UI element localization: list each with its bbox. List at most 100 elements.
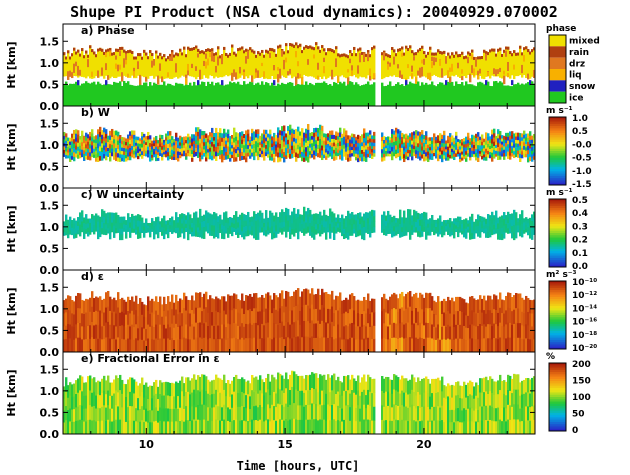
data-cell bbox=[443, 325, 446, 340]
data-cell bbox=[231, 323, 234, 339]
phase-cell bbox=[505, 85, 508, 106]
phase-cell bbox=[405, 45, 408, 49]
phase-cell bbox=[81, 48, 84, 77]
data-cell bbox=[289, 232, 292, 240]
data-cell bbox=[187, 133, 190, 138]
data-cell bbox=[521, 324, 524, 339]
data-cell bbox=[503, 313, 506, 327]
data-cell bbox=[417, 324, 420, 339]
data-cell bbox=[173, 141, 176, 146]
data-cell bbox=[469, 141, 472, 145]
phase-cell bbox=[287, 71, 290, 76]
phase-cell bbox=[483, 49, 486, 80]
data-cell bbox=[511, 338, 514, 353]
data-cell bbox=[129, 131, 132, 136]
data-cell bbox=[269, 138, 272, 144]
data-cell bbox=[315, 323, 318, 338]
data-cell bbox=[419, 337, 422, 353]
data-cell bbox=[163, 149, 166, 153]
data-cell bbox=[125, 396, 128, 410]
data-cell bbox=[143, 328, 146, 341]
data-cell bbox=[69, 221, 72, 226]
data-cell bbox=[207, 325, 210, 340]
phase-cell bbox=[301, 50, 304, 79]
data-cell bbox=[313, 323, 316, 339]
data-cell bbox=[143, 152, 146, 157]
data-cell bbox=[159, 296, 162, 311]
data-cell bbox=[449, 133, 452, 138]
data-cell bbox=[91, 336, 94, 353]
data-cell bbox=[311, 142, 314, 147]
data-cell bbox=[73, 138, 76, 144]
data-cell bbox=[499, 307, 502, 323]
data-cell bbox=[317, 140, 320, 145]
data-cell bbox=[77, 293, 80, 309]
data-cell bbox=[325, 137, 328, 142]
data-cell bbox=[191, 420, 194, 435]
data-cell bbox=[409, 216, 412, 225]
data-cell bbox=[145, 225, 148, 230]
data-cell bbox=[253, 224, 256, 232]
data-cell bbox=[391, 308, 394, 324]
data-cell bbox=[131, 391, 134, 407]
data-cell bbox=[369, 300, 372, 315]
data-cell bbox=[83, 142, 86, 147]
data-cell bbox=[117, 219, 120, 225]
data-cell bbox=[107, 153, 110, 157]
data-cell bbox=[277, 147, 280, 153]
data-cell bbox=[129, 155, 132, 161]
data-cell bbox=[481, 144, 484, 149]
data-cell bbox=[513, 209, 516, 218]
phase-cell bbox=[271, 82, 274, 106]
data-cell bbox=[211, 146, 214, 152]
phase-cell bbox=[125, 59, 128, 65]
data-cell bbox=[307, 156, 310, 163]
data-cell bbox=[341, 141, 344, 146]
data-cell bbox=[355, 326, 358, 340]
phase-cell bbox=[177, 83, 180, 106]
phase-cell bbox=[415, 77, 418, 84]
data-cell bbox=[303, 136, 306, 142]
data-cell bbox=[243, 155, 246, 160]
data-cell bbox=[63, 228, 66, 233]
data-cell bbox=[151, 338, 154, 353]
data-cell bbox=[367, 143, 370, 147]
data-cell bbox=[471, 296, 474, 311]
data-cell bbox=[281, 126, 284, 132]
phase-cell bbox=[217, 46, 220, 50]
data-cell bbox=[197, 148, 200, 154]
data-cell bbox=[211, 132, 214, 138]
data-cell bbox=[281, 144, 284, 150]
phase-cell bbox=[317, 46, 320, 77]
data-cell bbox=[179, 393, 182, 408]
phase-cell bbox=[79, 53, 82, 57]
data-cell bbox=[529, 299, 532, 314]
data-cell bbox=[109, 296, 112, 311]
colorbar-swatch bbox=[549, 344, 566, 348]
data-cell bbox=[207, 135, 210, 140]
data-cell bbox=[109, 310, 112, 325]
data-cell bbox=[201, 130, 204, 136]
data-cell bbox=[293, 129, 296, 134]
colorbar-swatch bbox=[549, 180, 566, 184]
data-cell bbox=[187, 140, 190, 144]
y-axis-label: Ht [km] bbox=[5, 287, 18, 334]
data-cell bbox=[421, 130, 424, 135]
data-cell bbox=[131, 149, 134, 154]
phase-cell bbox=[355, 82, 358, 106]
phase-cell bbox=[91, 71, 94, 77]
phase-cell bbox=[273, 65, 276, 71]
phase-cell bbox=[103, 51, 106, 79]
data-cell bbox=[323, 337, 326, 353]
data-cell bbox=[489, 154, 492, 159]
data-cell bbox=[427, 227, 430, 232]
data-cell bbox=[305, 211, 308, 218]
data-cell bbox=[255, 148, 258, 153]
data-cell bbox=[179, 298, 182, 313]
data-cell bbox=[517, 153, 520, 158]
data-cell bbox=[529, 222, 532, 229]
data-cell bbox=[87, 376, 90, 391]
data-cell bbox=[457, 324, 460, 339]
data-cell bbox=[511, 149, 514, 154]
data-cell bbox=[79, 322, 82, 338]
